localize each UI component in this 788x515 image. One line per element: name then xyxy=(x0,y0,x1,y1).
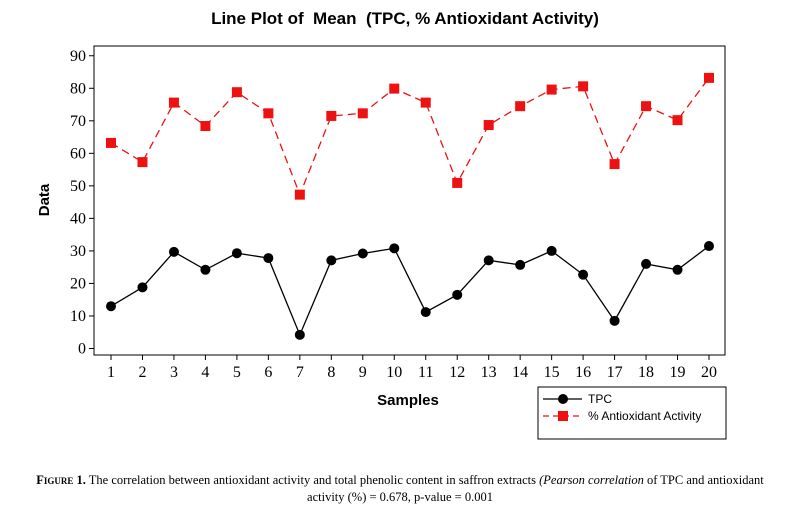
tpc-point xyxy=(389,243,400,254)
y-axis: 0 10 20 30 40 50 60 70 80 90 xyxy=(70,48,94,357)
y-tick-label: 80 xyxy=(70,80,86,97)
x-tick-label: 14 xyxy=(512,364,528,381)
figure-label: Figure 1. xyxy=(36,473,86,487)
tpc-point xyxy=(263,253,274,264)
x-tick-label: 9 xyxy=(359,364,367,381)
x-tick-label: 1 xyxy=(107,364,115,381)
tpc-point xyxy=(326,255,337,266)
legend-box xyxy=(537,386,727,440)
antioxidant-point xyxy=(452,177,463,188)
x-tick-label: 13 xyxy=(481,364,497,381)
antioxidant-point xyxy=(483,120,494,131)
antioxidant-point xyxy=(200,121,211,132)
tpc-point xyxy=(578,269,589,280)
caption-text-after: of TPC and antioxidant activity (%) = 0.… xyxy=(307,473,764,504)
antioxidant-point xyxy=(420,97,431,108)
antioxidant-point xyxy=(515,101,526,112)
caption-italic: (Pearson correlation xyxy=(539,473,644,487)
x-tick-label: 4 xyxy=(201,364,209,381)
tpc-point xyxy=(515,259,526,270)
y-tick-label: 90 xyxy=(70,48,86,65)
legend: TPC % Antioxidant Activity xyxy=(537,386,727,440)
y-axis-label: Data xyxy=(36,183,53,216)
y-tick-label: 30 xyxy=(70,243,86,260)
antioxidant-point xyxy=(546,84,557,95)
tpc-point xyxy=(137,282,148,293)
antioxidant-point xyxy=(704,72,714,83)
tpc-point xyxy=(420,307,431,318)
series-markers xyxy=(106,72,714,340)
legend-antioxidant-label: % Antioxidant Activity xyxy=(588,409,701,423)
tpc-point xyxy=(294,329,305,340)
chart-title: Line Plot of Mean (TPC, % Antioxidant Ac… xyxy=(211,9,599,28)
x-tick-label: 19 xyxy=(670,364,686,381)
legend-tpc-marker xyxy=(558,394,568,404)
tpc-point xyxy=(168,246,179,257)
line-chart: Line Plot of Mean (TPC, % Antioxidant Ac… xyxy=(36,9,727,440)
antioxidant-point xyxy=(168,97,179,108)
antioxidant-point xyxy=(641,101,652,112)
antioxidant-point xyxy=(389,83,400,94)
legend-antioxidant-marker xyxy=(558,411,568,421)
y-tick-label: 40 xyxy=(70,210,86,227)
x-tick-label: 3 xyxy=(170,364,178,381)
tpc-point xyxy=(106,301,116,312)
tpc-point xyxy=(609,315,620,326)
series-lines xyxy=(110,77,710,337)
figure-caption: Figure 1. The correlation between antiox… xyxy=(20,472,780,506)
antioxidant-point xyxy=(263,108,274,119)
tpc-point xyxy=(546,245,557,256)
antioxidant-point xyxy=(106,137,116,148)
tpc-point xyxy=(483,255,494,266)
antioxidant-point xyxy=(137,157,148,168)
tpc-point xyxy=(672,264,683,275)
caption-text-before: The correlation between antioxidant acti… xyxy=(85,473,540,487)
series-line-tpc xyxy=(110,245,710,337)
x-tick-label: 17 xyxy=(607,364,623,381)
x-tick-label: 15 xyxy=(544,364,560,381)
x-axis: 1 2 3 4 5 6 7 8 9 10 11 12 13 14 15 16 17 18 19 20 xyxy=(107,355,717,381)
x-tick-label: 7 xyxy=(296,364,304,381)
antioxidant-point xyxy=(609,159,620,170)
tpc-point xyxy=(641,258,652,269)
antioxidant-point xyxy=(357,108,368,119)
x-tick-label: 6 xyxy=(264,364,272,381)
x-axis-label: Samples xyxy=(377,392,439,409)
x-tick-label: 5 xyxy=(233,364,241,381)
x-tick-label: 20 xyxy=(701,364,717,381)
antioxidant-point xyxy=(326,110,337,121)
tpc-point xyxy=(452,289,463,300)
tpc-point xyxy=(200,264,211,275)
y-tick-label: 50 xyxy=(70,178,86,195)
y-tick-label: 60 xyxy=(70,145,86,162)
plot-frame xyxy=(93,45,726,356)
tpc-point xyxy=(231,248,242,259)
y-tick-label: 0 xyxy=(78,340,86,357)
x-tick-label: 10 xyxy=(386,364,402,381)
tpc-point xyxy=(357,248,368,259)
y-tick-label: 20 xyxy=(70,275,86,292)
x-tick-label: 16 xyxy=(575,364,591,381)
antioxidant-point xyxy=(672,115,683,126)
y-tick-label: 10 xyxy=(70,308,86,325)
x-tick-label: 12 xyxy=(449,364,465,381)
tpc-point xyxy=(704,241,714,252)
y-tick-label: 70 xyxy=(70,113,86,130)
antioxidant-point xyxy=(294,189,305,200)
x-tick-label: 18 xyxy=(638,364,654,381)
x-tick-label: 2 xyxy=(138,364,146,381)
x-tick-label: 11 xyxy=(418,364,433,381)
series-line-antioxidant xyxy=(110,77,710,197)
legend-tpc-label: TPC xyxy=(588,392,612,406)
x-tick-label: 8 xyxy=(327,364,335,381)
antioxidant-point xyxy=(578,81,589,92)
antioxidant-point xyxy=(231,87,242,98)
